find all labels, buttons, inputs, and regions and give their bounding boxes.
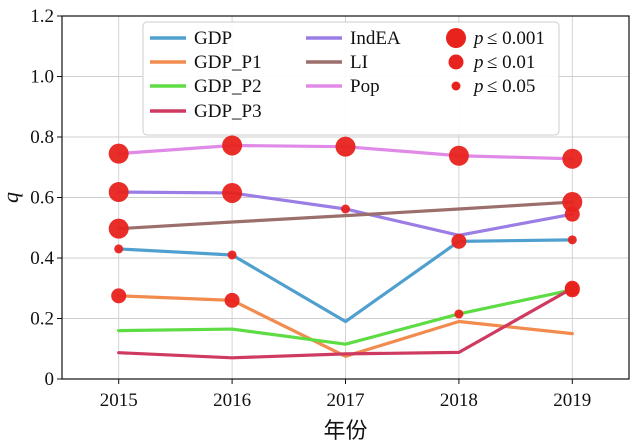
legend-label: Pop <box>350 76 380 97</box>
y-tick-label: 1.0 <box>30 67 54 88</box>
legend-box <box>142 21 560 136</box>
significance-marker <box>454 309 464 319</box>
significance-marker <box>227 250 237 260</box>
legend-label: GDP <box>194 28 232 49</box>
legend-label: IndEA <box>350 28 401 49</box>
legend-marker <box>448 54 464 70</box>
legend-significance-label: ≤ 0.01 <box>487 52 535 73</box>
significance-marker <box>222 182 243 203</box>
significance-marker <box>567 235 577 245</box>
legend-label: GDP_P3 <box>194 101 262 122</box>
legend-marker <box>446 28 466 48</box>
x-tick-label: 2018 <box>440 390 478 411</box>
series-line-gdp-p3 <box>117 286 574 360</box>
y-tick-label: 0 <box>45 369 55 390</box>
series-line-gdp-p2 <box>117 288 574 346</box>
y-tick-label: 0.4 <box>30 248 54 269</box>
significance-marker <box>341 204 350 214</box>
axis-ticks: 0 0.2 0.4 0.6 0.8 1.0 1.2 2015 2016 2017 2018 2019 <box>30 6 591 411</box>
series-line-gdp-p1 <box>117 294 574 358</box>
legend-p-symbol: p <box>472 28 484 49</box>
significance-marker <box>222 135 243 156</box>
significance-marker <box>111 288 127 304</box>
y-tick-label: 0.6 <box>30 188 54 209</box>
y-tick-label: 0.2 <box>30 309 54 330</box>
significance-marker <box>562 192 583 213</box>
significance-marker <box>108 143 129 164</box>
y-tick-label: 0.8 <box>30 127 54 148</box>
y-axis-title: q <box>0 192 23 203</box>
significance-marker <box>108 182 129 203</box>
series-line-li <box>117 200 574 231</box>
significance-marker <box>114 244 124 254</box>
x-tick-label: 2015 <box>100 390 138 411</box>
legend-p-symbol: p <box>472 52 484 73</box>
significance-marker <box>108 218 129 239</box>
significance-marker <box>224 292 240 308</box>
significance-marker <box>335 136 356 157</box>
legend-significance-label: ≤ 0.05 <box>487 76 535 97</box>
legend-significance-label: ≤ 0.001 <box>487 28 545 49</box>
legend-label: GDP_P1 <box>194 52 262 73</box>
significance-marker <box>448 145 469 166</box>
significance-marker <box>451 233 467 249</box>
x-tick-label: 2016 <box>213 390 251 411</box>
significance-marker <box>564 280 580 296</box>
legend-label: GDP_P2 <box>194 76 262 97</box>
legend-marker <box>451 81 461 91</box>
y-tick-label: 1.2 <box>30 6 54 27</box>
significance-markers <box>108 135 583 319</box>
x-tick-label: 2017 <box>327 390 365 411</box>
series-line-gdp <box>117 238 574 324</box>
significance-marker <box>562 148 583 169</box>
legend-label: LI <box>350 52 368 73</box>
x-axis-title: 年份 <box>323 418 367 443</box>
legend-p-symbol: p <box>472 76 484 97</box>
x-tick-label: 2019 <box>553 390 591 411</box>
